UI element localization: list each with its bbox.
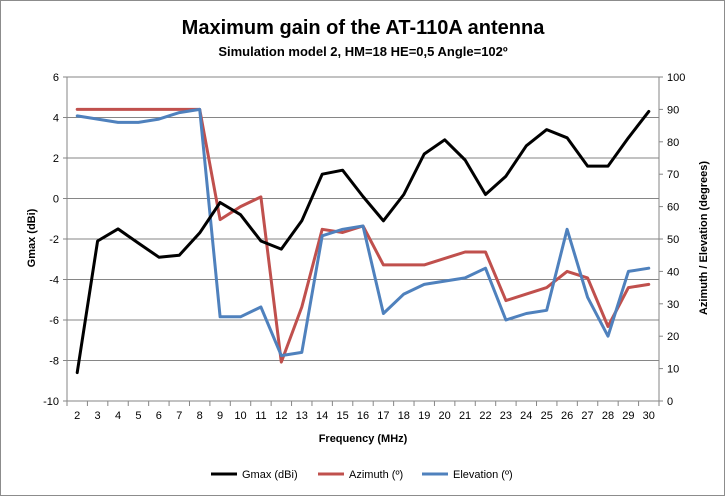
series-lines <box>75 107 651 375</box>
x-tick-label: 8 <box>197 410 203 422</box>
y-tick-label: 0 <box>53 194 59 206</box>
x-tick-label: 18 <box>398 410 410 422</box>
y2-tick-label: 0 <box>667 396 673 408</box>
chart-subtitle: Simulation model 2, HM=18 HE=0,5 Angle=1… <box>218 44 508 59</box>
y2-tick-label: 50 <box>667 234 679 246</box>
series-line-1 <box>75 107 651 364</box>
x-tick-label: 3 <box>95 410 101 422</box>
x-tick-label: 28 <box>602 410 614 422</box>
y2-tick-label: 60 <box>667 202 679 214</box>
x-tick-label: 13 <box>296 410 308 422</box>
legend-label-0: Gmax (dBi) <box>242 469 298 481</box>
x-tick-label: 15 <box>336 410 348 422</box>
legend-label-2: Elevation (º) <box>453 469 513 481</box>
x-tick-label: 22 <box>479 410 491 422</box>
legend: Gmax (dBi) Azimuth (º) Elevation (º) <box>211 469 513 481</box>
legend-label-1: Azimuth (º) <box>349 469 403 481</box>
x-tick-label: 12 <box>275 410 287 422</box>
x-tick-label: 14 <box>316 410 328 422</box>
x-tick-label: 2 <box>74 410 80 422</box>
y2-tick-label: 70 <box>667 169 679 181</box>
x-tick-label: 29 <box>622 410 634 422</box>
y2-axis-ticks: 0 10 20 30 40 50 60 70 80 90 100 <box>659 72 685 408</box>
y-tick-label: -2 <box>49 234 59 246</box>
y-tick-label: -4 <box>49 275 59 287</box>
x-tick-label: 16 <box>357 410 369 422</box>
y-tick-label: 4 <box>53 113 59 125</box>
x-tick-label: 6 <box>156 410 162 422</box>
x-tick-label: 17 <box>377 410 389 422</box>
y2-tick-label: 10 <box>667 364 679 376</box>
y2-tick-label: 90 <box>667 104 679 116</box>
x-axis-label: Frequency (MHz) <box>319 433 408 445</box>
x-tick-label: 30 <box>643 410 655 422</box>
y-axis-label: Gmax (dBi) <box>26 208 38 267</box>
x-tick-label: 27 <box>581 410 593 422</box>
y-axis-ticks: -10 -8 -6 -4 -2 0 2 4 6 <box>43 72 67 408</box>
y-tick-label: -10 <box>43 396 59 408</box>
x-tick-label: 25 <box>541 410 553 422</box>
y-tick-label: 6 <box>53 72 59 84</box>
series-line-2 <box>75 107 651 358</box>
y2-tick-label: 100 <box>667 72 685 84</box>
x-tick-label: 4 <box>115 410 121 422</box>
y-tick-label: -6 <box>49 315 59 327</box>
chart-title: Maximum gain of the AT-110A antenna <box>182 17 546 39</box>
x-tick-label: 21 <box>459 410 471 422</box>
x-tick-label: 19 <box>418 410 430 422</box>
x-tick-label: 7 <box>176 410 182 422</box>
y-tick-label: -8 <box>49 356 59 368</box>
y2-tick-label: 40 <box>667 266 679 278</box>
x-tick-label: 20 <box>439 410 451 422</box>
series-line-0 <box>75 109 651 375</box>
x-tick-label: 26 <box>561 410 573 422</box>
y2-axis-label: Azimuth / Elevation (degrees) <box>698 161 710 315</box>
y2-tick-label: 80 <box>667 137 679 149</box>
x-axis-ticks: 2 3 4 5 6 7 8 9 10 11 12 13 14 15 16 17 18 19 20 21 22 23 24 25… <box>66 401 660 422</box>
x-tick-label: 9 <box>217 410 223 422</box>
x-tick-label: 11 <box>255 410 266 422</box>
y2-tick-label: 20 <box>667 331 679 343</box>
x-tick-label: 24 <box>520 410 532 422</box>
x-tick-label: 23 <box>500 410 512 422</box>
x-tick-label: 5 <box>135 410 141 422</box>
y2-tick-label: 30 <box>667 299 679 311</box>
y-tick-label: 2 <box>53 153 59 165</box>
x-tick-label: 10 <box>234 410 246 422</box>
